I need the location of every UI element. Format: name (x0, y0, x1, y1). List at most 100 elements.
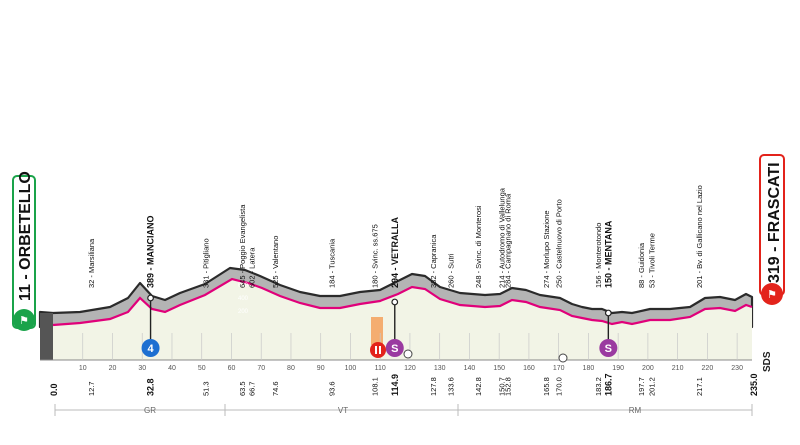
marker-pin (604, 309, 612, 317)
waypoint-km: 201.2 (647, 377, 656, 396)
start-flag-glyph: ⚑ (19, 315, 29, 327)
waypoint-name: 150 - MENTANA (603, 220, 613, 288)
railway-icon (558, 353, 568, 363)
marker-pin (147, 294, 154, 302)
waypoint-km: 197.7 (637, 377, 646, 396)
km-tick-label: 100 (345, 365, 357, 372)
waypoint-km: 152.8 (503, 377, 512, 396)
altitude-tick: 200 (238, 309, 249, 315)
finish-badge: 319 - FRASCATI ⚑ (759, 154, 785, 305)
waypoint-name: 180 - Svinc. ss.675 (371, 224, 380, 288)
km-tick-label: 90 (317, 365, 325, 372)
km-tick-label: 30 (138, 365, 146, 372)
waypoint-name: 331 - Pitigliano (202, 238, 211, 288)
km-tick-label: 210 (672, 365, 684, 372)
waypoint-name: 284 - Campagnano di Roma (503, 193, 512, 288)
waypoint-km: 114.9 (390, 374, 400, 396)
km-tick-label: 80 (287, 365, 295, 372)
gpm-icon (141, 339, 160, 357)
waypoint-name: 602 - Latera (247, 247, 256, 288)
altitude-tick: 400 (238, 296, 249, 302)
waypoint-km: 108.1 (371, 377, 380, 396)
km-tick-label: 150 (493, 365, 505, 372)
waypoint-km: 165.8 (542, 377, 551, 396)
waypoint-km: 217.1 (695, 377, 704, 396)
sprint-icon (599, 339, 618, 357)
waypoint-km: 66.7 (247, 381, 256, 396)
waypoint-name: 201 - Bv. di Gallicano nel Lazio (695, 185, 704, 288)
start-label: 11 - ORBETELLO (17, 171, 34, 301)
km-start-label: 0.0 (49, 383, 59, 396)
waypoint-km: 12.7 (87, 381, 96, 396)
km-tick-label: 50 (198, 365, 206, 372)
km-tick-label: 10 (79, 365, 87, 372)
waypoint-km: 127.8 (429, 377, 438, 396)
waypoint-name: 214 - Autodromo di Vallelunga (497, 187, 506, 288)
km-tick-label: 160 (523, 365, 535, 372)
waypoint-km: 170.0 (555, 377, 564, 396)
km-tick-label: 40 (168, 365, 176, 372)
waypoint-name: 294 - VETRALLA (390, 216, 400, 288)
waypoint-km: 32.8 (146, 378, 156, 396)
region-label: VT (338, 406, 348, 415)
waypoint-km: 63.5 (238, 381, 247, 396)
waypoint-name: 248 - Svinc. di Monterosi (474, 205, 483, 288)
km-tick-label: 180 (583, 365, 595, 372)
waypoint-name: 184 - Tuscania (327, 238, 336, 288)
timing-icon (403, 349, 413, 359)
km-tick-label: 60 (228, 365, 236, 372)
waypoint-km: 51.3 (202, 381, 211, 396)
km-tick-label: 220 (702, 365, 714, 372)
waypoint-name: 382 - Capranica (429, 234, 438, 288)
waypoint-name: 645 - Poggio Evangelista (238, 204, 247, 288)
km-tick-label: 200 (642, 365, 654, 372)
waypoint-name: 88 - Guidonia (637, 242, 646, 288)
ground-area (53, 279, 752, 360)
waypoint-name: 260 - Sutri (446, 253, 455, 288)
km-tick-label: 20 (109, 365, 117, 372)
marker-pin (391, 298, 399, 306)
waypoint-name: 156 - Monterotondo (594, 223, 603, 288)
stage-badges: 4 S S (141, 294, 618, 363)
finish-flag-icon (761, 283, 783, 305)
km-tick-label: 190 (612, 365, 624, 372)
waypoint-km: 183.2 (594, 377, 603, 396)
waypoint-km: 186.7 (603, 373, 613, 396)
start-flag-icon (13, 309, 35, 331)
region-label: RM (629, 406, 642, 415)
km-end-label: 235.0 (749, 373, 759, 396)
km-tick-label: 230 (731, 365, 743, 372)
waypoint-name: 53 - Tivoli Terme (647, 233, 656, 288)
sprint-icon (385, 339, 404, 357)
waypoint-name: 274 - Morlupo Stazione (542, 210, 551, 288)
waypoint-km: 150.7 (497, 377, 506, 396)
marker-letter: 4 (148, 343, 155, 355)
altitude-tick: 600 (238, 283, 249, 289)
km-tick-label: 130 (434, 365, 446, 372)
km-tick-label: 140 (464, 365, 476, 372)
brand-logo: SDS (762, 351, 773, 372)
waypoint-name: 525 - Valentano (271, 236, 280, 288)
feed-zone-glyph (375, 346, 377, 354)
waypoint-km: 93.6 (327, 381, 336, 396)
finish-label: 319 - FRASCATI (766, 162, 783, 283)
region-bar: GR VT RM (54, 404, 753, 416)
km-tick-label: 170 (553, 365, 565, 372)
waypoint-name: 389 - MANCIANO (146, 215, 156, 288)
finish-flag-glyph: ⚑ (767, 289, 777, 301)
waypoint-km: 74.6 (271, 381, 280, 396)
km-tick-label: 120 (404, 365, 416, 372)
marker-letter: S (605, 343, 612, 355)
waypoint-name: 32 - Marsiliana (87, 238, 96, 288)
km-tick-label: 110 (375, 365, 386, 372)
waypoint-name: 250 - Castelnuovo di Porto (555, 199, 564, 288)
feed-zone (371, 317, 383, 345)
waypoint-labels: 0.0 235.0 32 - Marsiliana 12.7 389 - MANCIAN… (49, 185, 759, 396)
waypoint-km: 142.8 (474, 377, 483, 396)
marker-letter: S (391, 343, 398, 355)
terrain-profile: 600 400 200 (38, 266, 754, 360)
region-label: GR (144, 406, 156, 415)
start-badge: 11 - ORBETELLO ⚑ (12, 171, 36, 331)
km-axis: 10 20 30 40 50 60 70 80 90 100 110 120 130 140 150 160 1… (40, 333, 752, 372)
